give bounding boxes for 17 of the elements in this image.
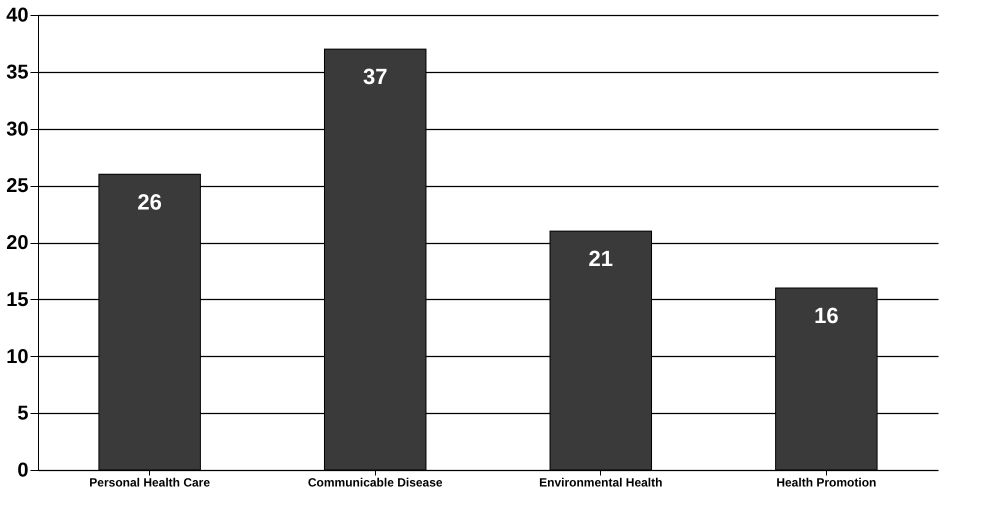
y-tick-label: 40: [6, 4, 28, 26]
y-tick-label: 25: [6, 175, 28, 198]
y-tick-label: 30: [6, 118, 28, 140]
data-label: 37: [362, 64, 388, 90]
y-tick-label: 35: [6, 61, 28, 84]
y-tick-label: 0: [17, 460, 28, 482]
x-tick-label: Personal Health Care: [89, 476, 210, 490]
x-tick-label: Health Promotion: [776, 476, 876, 490]
data-label: 26: [137, 189, 162, 214]
x-tick-label: Communicable Disease: [308, 476, 443, 490]
x-tick-label: Environmental Health: [539, 476, 662, 490]
y-tick-label: 10: [6, 346, 28, 368]
data-label: 16: [814, 303, 839, 328]
y-tick-label: 15: [6, 288, 28, 311]
y-tick-label: 5: [17, 402, 28, 425]
y-tick-label: 20: [6, 232, 28, 254]
data-label: 21: [588, 246, 614, 272]
